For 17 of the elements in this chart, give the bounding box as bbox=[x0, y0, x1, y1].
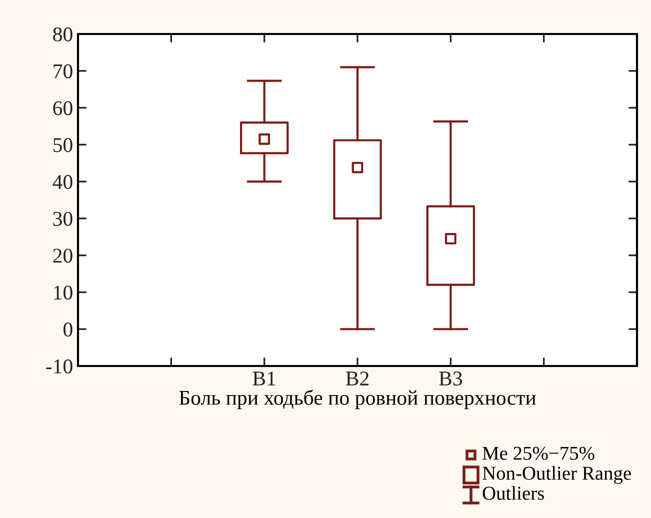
y-tick-label: 0 bbox=[64, 322, 72, 337]
y-tick-label: 70 bbox=[54, 64, 72, 78]
y-tick-label: 50 bbox=[54, 138, 72, 152]
x-tick-label: B2 bbox=[346, 372, 369, 386]
y-tick-label: -10 bbox=[46, 359, 72, 374]
y-tick-label: 10 bbox=[54, 286, 72, 300]
x-tick-label: B1 bbox=[252, 372, 276, 386]
y-tick-label: 30 bbox=[53, 212, 72, 226]
y-tick-label: 80 bbox=[53, 27, 72, 42]
y-tick-label: 40 bbox=[52, 174, 72, 189]
y-tick-label: 20 bbox=[53, 248, 72, 263]
text: Non-Outlier Range bbox=[482, 466, 631, 484]
x-tick-label: B3 bbox=[439, 372, 462, 386]
x-axis-title: Боль при ходьбе по ровной поверхности bbox=[179, 390, 536, 410]
y-tick-label: 60 bbox=[53, 101, 72, 116]
text: Outliers bbox=[482, 486, 544, 500]
text: Me 25%−75% bbox=[482, 446, 594, 460]
